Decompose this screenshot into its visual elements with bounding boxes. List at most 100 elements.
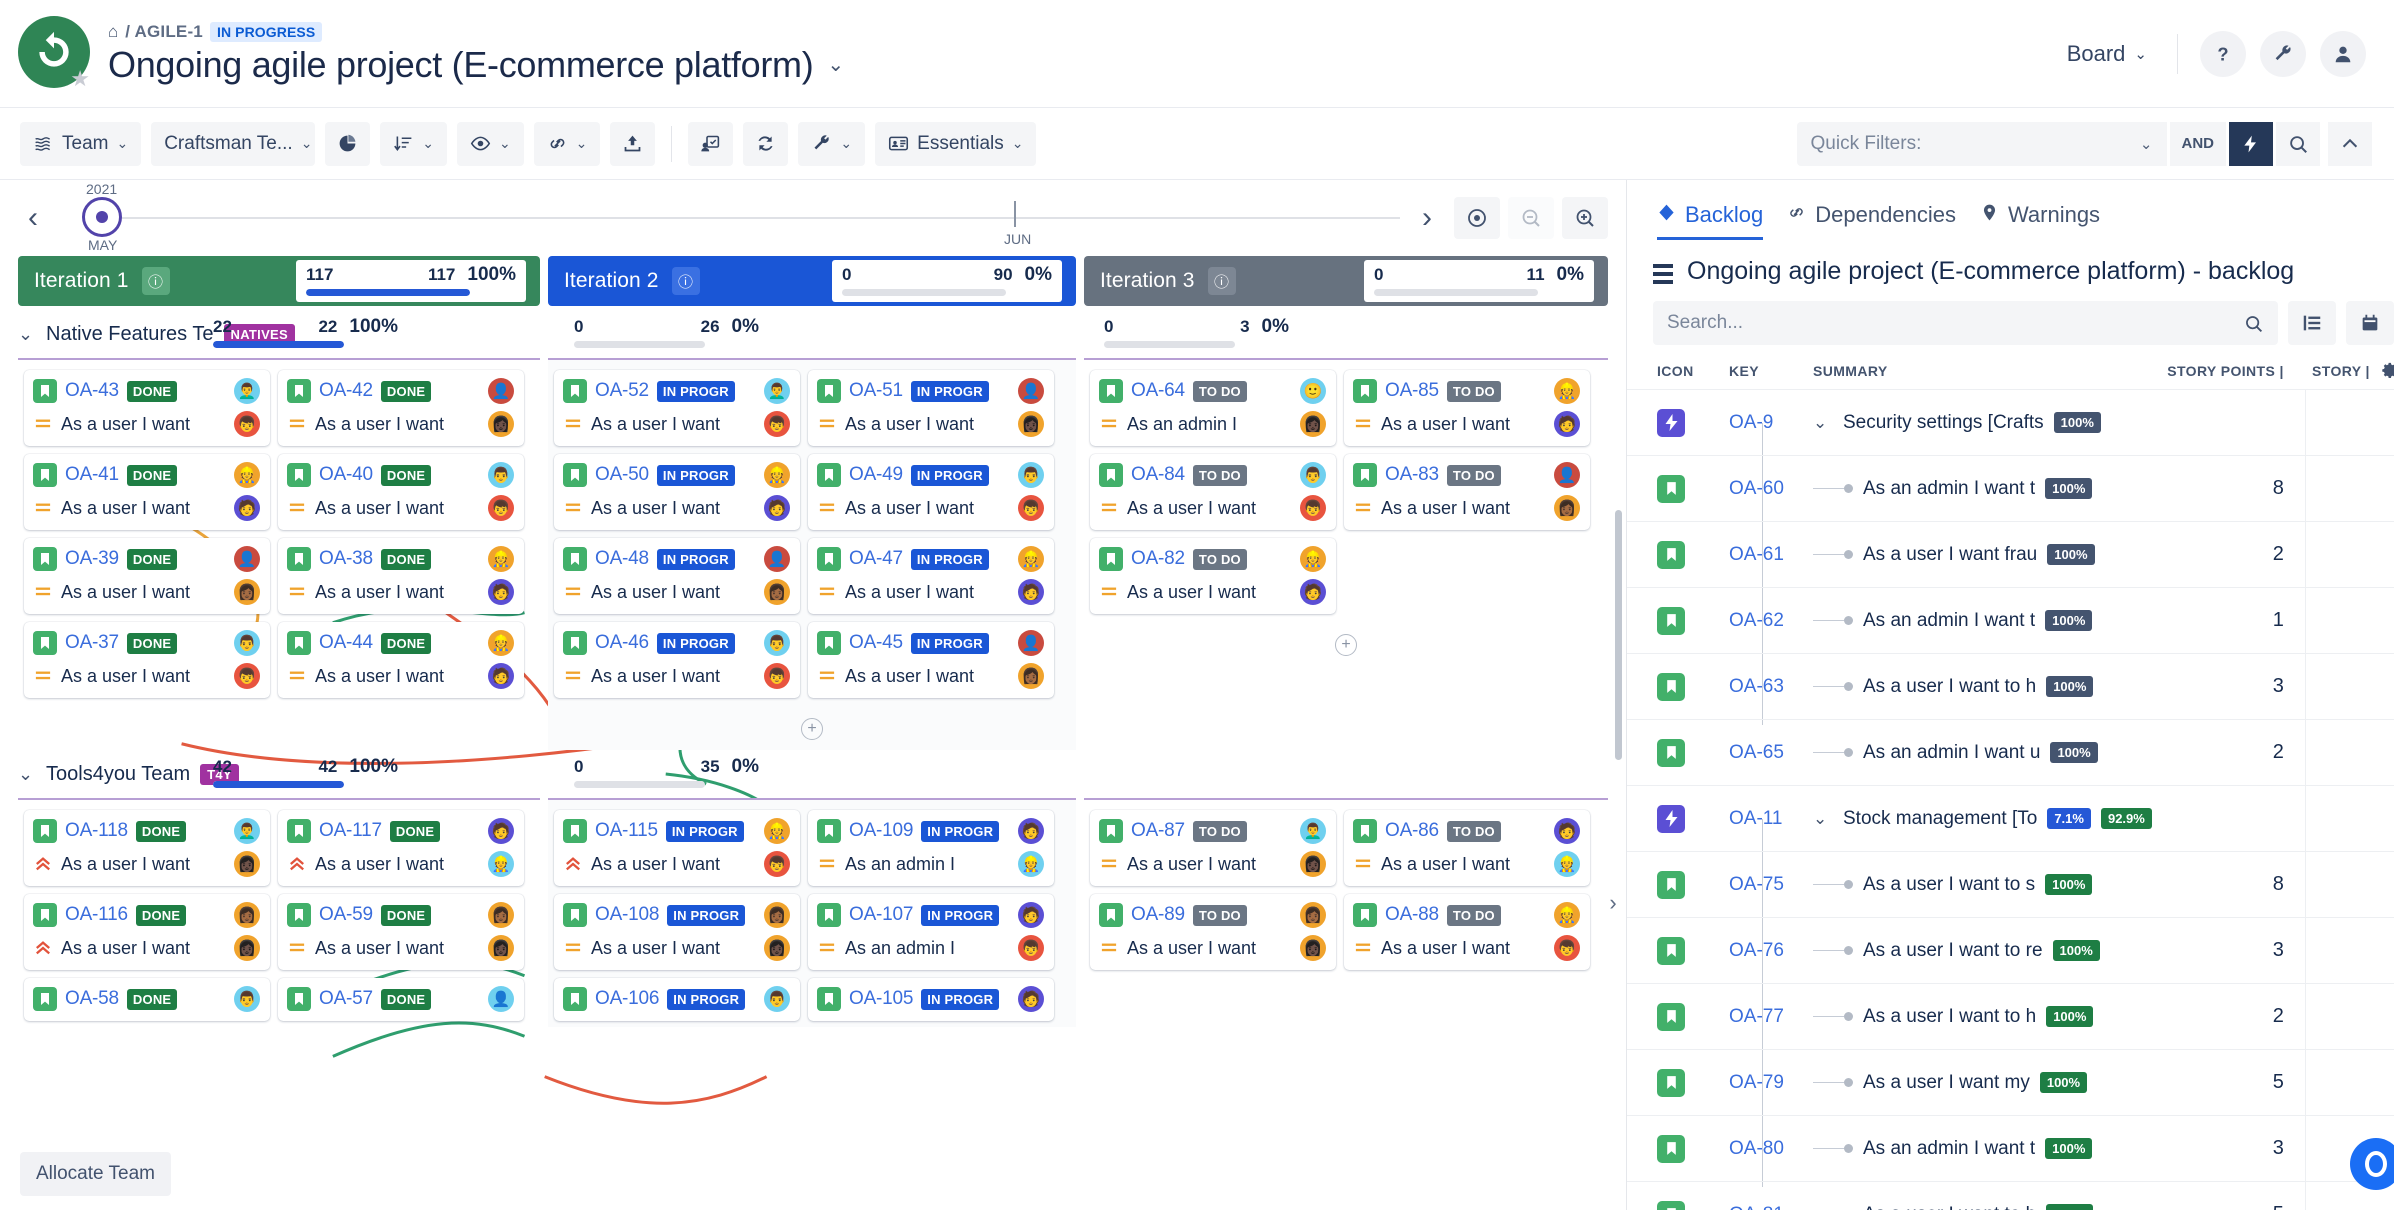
table-row[interactable]: OA-75 As a user I want to s 100% 8 bbox=[1627, 851, 2394, 917]
issue-key[interactable]: OA-87 bbox=[1131, 820, 1185, 841]
issue-key[interactable]: OA-46 bbox=[595, 632, 649, 653]
issue-card[interactable]: OA-50 IN PROGR 👷 As a user I want 🧑 bbox=[554, 454, 800, 530]
reporter-avatar[interactable]: 👩🏿 bbox=[764, 935, 790, 961]
table-row[interactable]: OA-77 As a user I want to h 100% 2 bbox=[1627, 983, 2394, 1049]
table-row[interactable]: OA-11 ⌄ Stock management [To 7.1% 92.9% bbox=[1627, 785, 2394, 1188]
assignee-avatar[interactable]: 👨‍🦱 bbox=[1300, 818, 1326, 844]
issue-card[interactable]: OA-108 IN PROGR 👩🏾 As a user I want 👩🏿 bbox=[554, 894, 800, 970]
reporter-avatar[interactable]: 🧑 bbox=[488, 663, 514, 689]
issue-card[interactable]: OA-105 IN PROGR 🧑 bbox=[808, 978, 1054, 1021]
assignee-avatar[interactable]: 👤 bbox=[1018, 630, 1044, 656]
issue-card[interactable]: OA-51 IN PROGR 👤 As a user I want 👩🏿 bbox=[808, 370, 1054, 446]
reporter-avatar[interactable]: 👩🏾 bbox=[764, 579, 790, 605]
reporter-avatar[interactable]: 🧑 bbox=[234, 495, 260, 521]
assignee-avatar[interactable]: 👩🏾 bbox=[1300, 902, 1326, 928]
assignee-avatar[interactable]: 👨 bbox=[1300, 462, 1326, 488]
chart-button[interactable] bbox=[325, 121, 371, 166]
help-chat-button[interactable] bbox=[2349, 1138, 2394, 1190]
issue-key[interactable]: OA-44 bbox=[319, 632, 373, 653]
reporter-avatar[interactable]: 🧑 bbox=[1300, 579, 1326, 605]
table-row[interactable]: OA-65 As an admin I want u 100% 2 bbox=[1627, 719, 2394, 785]
assignee-avatar[interactable]: 👨‍🦱 bbox=[234, 378, 260, 404]
assignee-avatar[interactable]: 👨 bbox=[764, 630, 790, 656]
issue-key[interactable]: OA-89 bbox=[1131, 904, 1185, 925]
quick-filter-bolt-button[interactable] bbox=[2229, 121, 2273, 166]
reporter-avatar[interactable]: 👩🏿 bbox=[234, 935, 260, 961]
issue-key[interactable]: OA-85 bbox=[1385, 380, 1439, 401]
issue-card[interactable]: OA-46 IN PROGR 👨 As a user I want 👦 bbox=[554, 622, 800, 698]
issue-card[interactable]: OA-87 TO DO 👨‍🦱 As a user I want 👩🏿 bbox=[1090, 810, 1336, 886]
issue-key[interactable]: OA-60 bbox=[1729, 477, 1784, 499]
issue-key[interactable]: OA-11 bbox=[1729, 807, 1783, 829]
team-header-2[interactable]: ⌄ Tools4you Team T4Y 42 42 100% 0 35 0% bbox=[18, 750, 1608, 798]
issue-card[interactable]: OA-57 DONE 👤 bbox=[278, 978, 524, 1021]
lane-column-2[interactable]: OA-115 IN PROGR 👷 As a user I want 👦 OA-109 IN… bbox=[548, 798, 1076, 1027]
issue-key[interactable]: OA-50 bbox=[595, 464, 649, 485]
chevron-down-icon[interactable]: ⌄ bbox=[827, 54, 844, 76]
view-button[interactable]: ⌄ bbox=[456, 121, 524, 166]
issue-card[interactable]: OA-86 TO DO 🧑 As a user I want 👷 bbox=[1344, 810, 1590, 886]
issue-key[interactable]: OA-84 bbox=[1131, 464, 1185, 485]
table-row[interactable]: OA-76 As a user I want to re 100% 3 bbox=[1627, 917, 2394, 983]
project-logo[interactable]: ★ bbox=[18, 15, 94, 92]
search-button[interactable] bbox=[2276, 121, 2320, 166]
issue-card[interactable]: OA-52 IN PROGR 👨‍🦱 As a user I want 👦 bbox=[554, 370, 800, 446]
assignee-avatar[interactable]: 👤 bbox=[234, 546, 260, 572]
reporter-avatar[interactable]: 👦 bbox=[764, 851, 790, 877]
lane-column-3[interactable]: OA-87 TO DO 👨‍🦱 As a user I want 👩🏿 OA-86 TO D… bbox=[1084, 798, 1608, 1027]
issue-key[interactable]: OA-105 bbox=[849, 988, 914, 1009]
lane-column-2[interactable]: OA-52 IN PROGR 👨‍🦱 As a user I want 👦 OA-51 IN… bbox=[548, 358, 1076, 750]
issue-key[interactable]: OA-108 bbox=[595, 904, 660, 925]
issue-key[interactable]: OA-41 bbox=[65, 464, 119, 485]
issue-key[interactable]: OA-116 bbox=[65, 904, 128, 925]
calendar-button[interactable] bbox=[2345, 301, 2394, 346]
zoom-in-button[interactable] bbox=[1562, 197, 1608, 239]
info-icon[interactable]: ⓘ bbox=[1207, 267, 1236, 295]
table-row[interactable]: OA-79 As a user I want my 100% 5 bbox=[1627, 1049, 2394, 1115]
assignee-avatar[interactable]: 👨‍🦱 bbox=[764, 378, 790, 404]
hamburger-icon[interactable] bbox=[1653, 264, 1673, 284]
issue-key[interactable]: OA-61 bbox=[1729, 543, 1784, 565]
link-button[interactable]: ⌄ bbox=[533, 121, 601, 166]
issue-card[interactable]: OA-106 IN PROGR 👨 bbox=[554, 978, 800, 1021]
team-header-1[interactable]: ⌄ Native Features Te NATIVES 22 22 100% 0 26 0% 0… bbox=[18, 310, 1608, 358]
assignee-avatar[interactable]: 👷 bbox=[488, 546, 514, 572]
issue-key[interactable]: OA-43 bbox=[65, 380, 119, 401]
assignee-avatar[interactable]: 👤 bbox=[764, 546, 790, 572]
reporter-avatar[interactable]: 🧑 bbox=[1018, 579, 1044, 605]
iteration-header-2[interactable]: Iteration 2 ⓘ 0 90 0% bbox=[548, 256, 1076, 306]
assignee-avatar[interactable]: 👷 bbox=[1018, 546, 1044, 572]
assignee-avatar[interactable]: 👷 bbox=[234, 462, 260, 488]
reporter-avatar[interactable]: 👩🏾 bbox=[1554, 495, 1580, 521]
issue-key[interactable]: OA-79 bbox=[1729, 1071, 1784, 1093]
help-button[interactable]: ? bbox=[2200, 30, 2246, 77]
info-icon[interactable]: ⓘ bbox=[141, 267, 170, 295]
reporter-avatar[interactable]: 👩🏾 bbox=[1018, 663, 1044, 689]
issue-card[interactable]: OA-89 TO DO 👩🏾 As a user I want 👩🏿 bbox=[1090, 894, 1336, 970]
chevron-down-icon[interactable]: ⌄ bbox=[1813, 412, 1828, 432]
issue-key[interactable]: OA-49 bbox=[849, 464, 903, 485]
reporter-avatar[interactable]: 👩🏿 bbox=[488, 411, 514, 437]
assignee-avatar[interactable]: 👷 bbox=[1554, 902, 1580, 928]
issue-card[interactable]: OA-43 DONE 👨‍🦱 As a user I want 👦 bbox=[24, 370, 270, 446]
issue-card[interactable]: OA-84 TO DO 👨 As a user I want 👦 bbox=[1090, 454, 1336, 530]
issue-key[interactable]: OA-40 bbox=[319, 464, 373, 485]
issue-key[interactable]: OA-86 bbox=[1385, 820, 1439, 841]
reporter-avatar[interactable]: 👷 bbox=[1554, 851, 1580, 877]
issue-key[interactable]: OA-88 bbox=[1385, 904, 1439, 925]
table-row[interactable]: OA-80 As an admin I want t 100% 3 bbox=[1627, 1115, 2394, 1181]
reporter-avatar[interactable]: 🧑 bbox=[1554, 411, 1580, 437]
assignee-avatar[interactable]: 👨 bbox=[234, 630, 260, 656]
issue-key[interactable]: OA-82 bbox=[1131, 548, 1185, 569]
issue-card[interactable]: OA-117 DONE 🧑 As a user I want 👷 bbox=[278, 810, 524, 886]
team-select[interactable]: Craftsman Te... ⌄ bbox=[151, 121, 316, 166]
panel-collapse-handle[interactable]: › bbox=[1599, 880, 1627, 926]
list-view-button[interactable] bbox=[2287, 301, 2336, 346]
collapse-toolbar-button[interactable] bbox=[2328, 121, 2372, 166]
team-filter-button[interactable]: Team ⌄ bbox=[20, 121, 142, 166]
timeline-next-button[interactable]: › bbox=[1422, 201, 1432, 234]
issue-key[interactable]: OA-37 bbox=[65, 632, 119, 653]
issue-key[interactable]: OA-76 bbox=[1729, 939, 1784, 961]
reporter-avatar[interactable]: 🧑 bbox=[488, 579, 514, 605]
assignee-avatar[interactable]: 👷 bbox=[488, 630, 514, 656]
